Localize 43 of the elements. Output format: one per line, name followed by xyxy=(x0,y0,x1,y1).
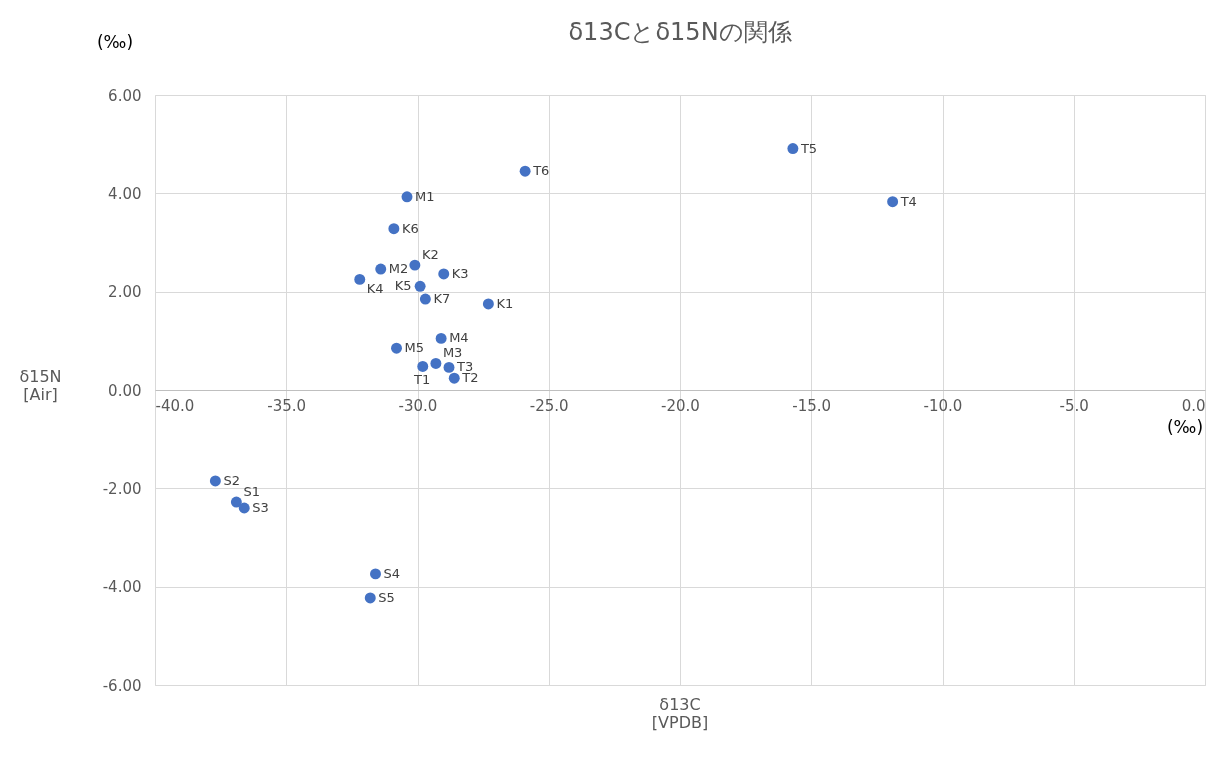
series-label: M1 xyxy=(415,188,435,204)
x-tick-label: -30.0 xyxy=(398,396,438,415)
y-tick-label: 0.00 xyxy=(108,381,142,400)
x-axis-title: δ13C [VPDB] xyxy=(651,695,709,732)
series-label: K1 xyxy=(496,295,514,311)
y-tick-label: -6.00 xyxy=(102,676,142,695)
series-label: T5 xyxy=(799,140,818,156)
x-tick-label: -15.0 xyxy=(792,396,832,415)
y-tick-label: -4.00 xyxy=(102,578,142,597)
series-label: T6 xyxy=(532,163,550,179)
series-label: M3 xyxy=(442,345,463,361)
x-tick-label: -25.0 xyxy=(529,396,569,415)
series-label: M4 xyxy=(449,330,469,346)
x-tick-label: 0.0 xyxy=(1181,396,1206,415)
y-tick-label: 4.00 xyxy=(108,184,142,203)
series-label: K3 xyxy=(451,265,469,281)
series-label: T4 xyxy=(899,193,917,209)
series-label: K4 xyxy=(366,281,384,297)
series-label: S4 xyxy=(383,565,401,581)
x-tick-label: -35.0 xyxy=(267,396,307,415)
series-label: M5 xyxy=(404,340,424,356)
text: (‰) xyxy=(96,32,134,52)
series-label: K2 xyxy=(421,247,439,263)
y-tick-label: 6.00 xyxy=(108,86,142,105)
series-label: K6 xyxy=(401,220,419,236)
series-label: S3 xyxy=(252,500,269,515)
series-label: K5 xyxy=(394,278,412,294)
y-tick-label: -2.00 xyxy=(102,479,142,498)
x-tick-label: -5.0 xyxy=(1059,396,1089,415)
series-label: T1 xyxy=(413,372,431,388)
series-label: T2 xyxy=(461,370,479,386)
y-tick-label: 2.00 xyxy=(108,283,142,302)
x-tick-label: -40.0 xyxy=(155,396,195,415)
series-label: S5 xyxy=(378,589,395,605)
series-label: M2 xyxy=(388,261,409,277)
x-tick-label: -10.0 xyxy=(923,396,963,415)
annotation: (‰) xyxy=(1166,417,1204,437)
chart-title: δ13Cとδ15Nの関係 xyxy=(568,18,792,46)
y-axis-title: δ15N [Air] xyxy=(19,366,62,404)
series-label: S2 xyxy=(223,472,240,488)
series-label: S1 xyxy=(243,484,260,500)
series-label: K7 xyxy=(433,291,451,307)
x-tick-label: -20.0 xyxy=(661,396,700,415)
